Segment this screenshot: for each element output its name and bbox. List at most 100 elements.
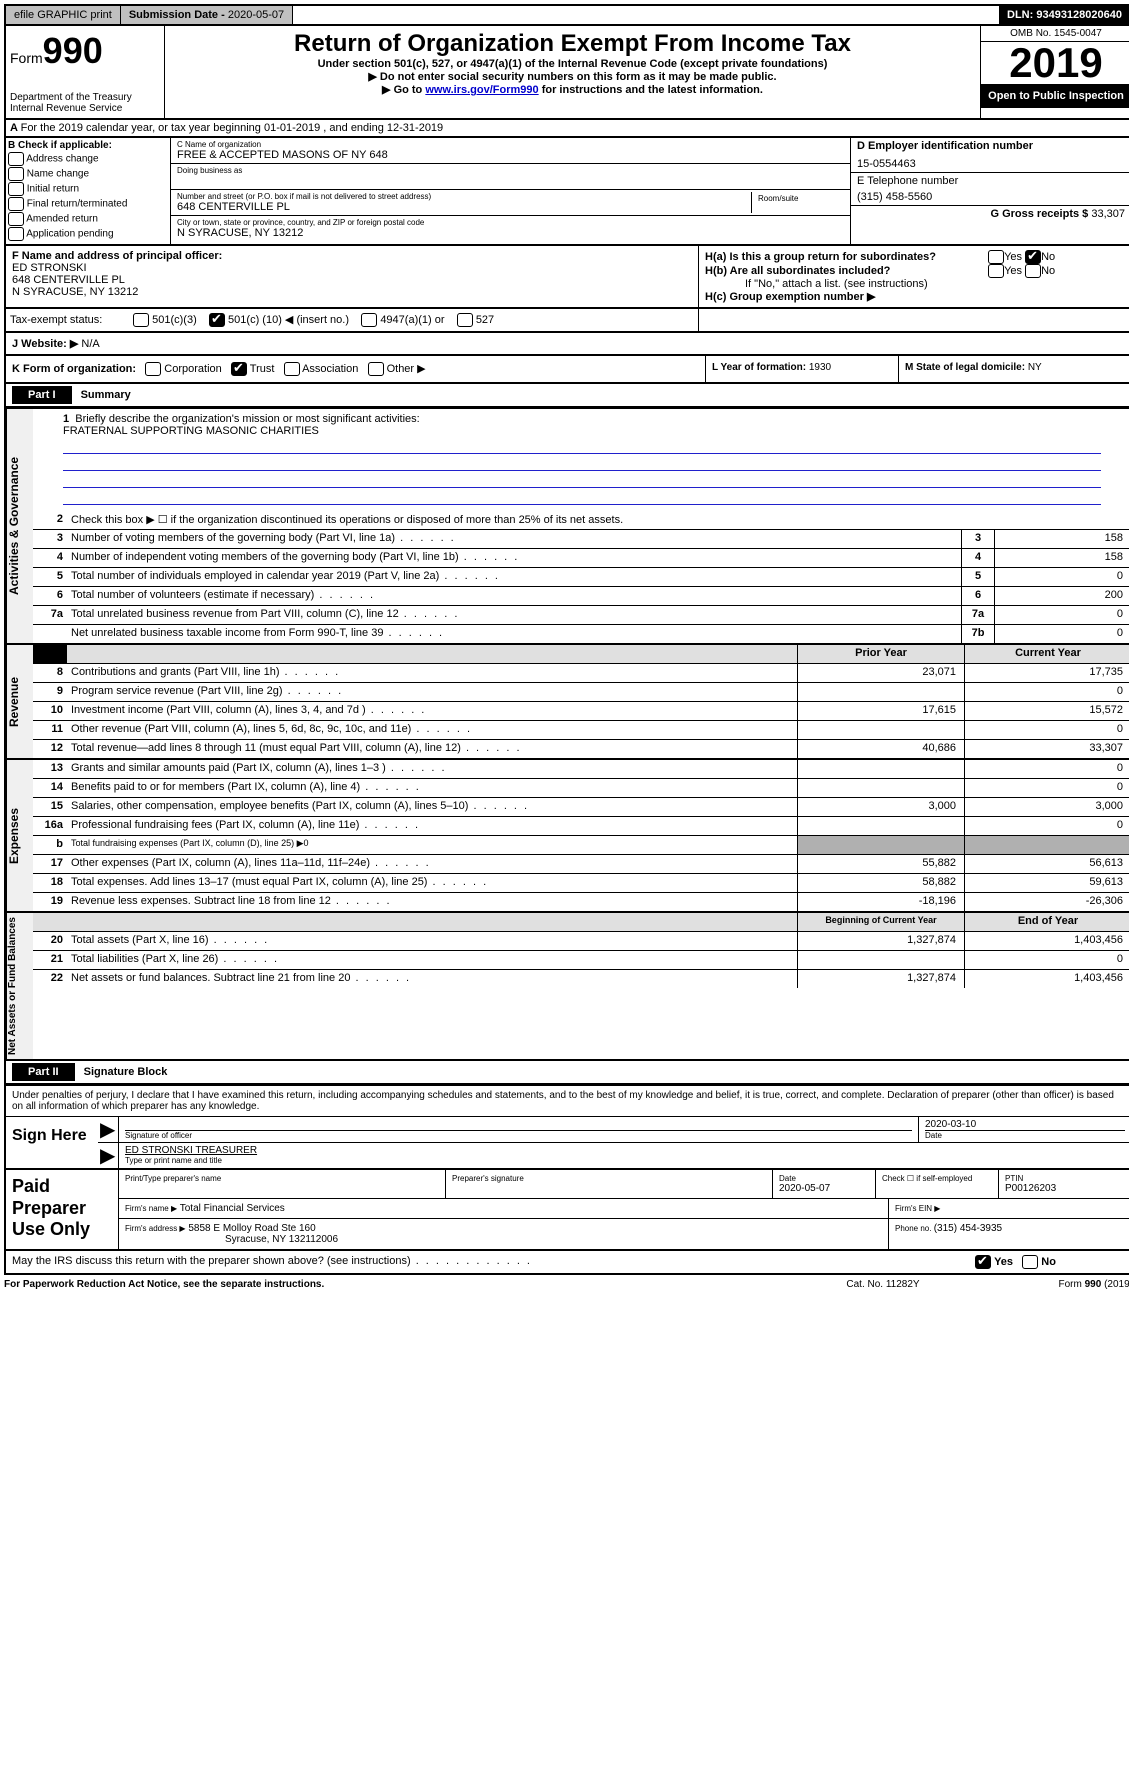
row-website: J Website: ▶ N/A (4, 333, 1129, 356)
discuss-yes-checkbox[interactable] (975, 1255, 991, 1269)
chk-527[interactable] (457, 313, 473, 327)
page-footer: For Paperwork Reduction Act Notice, see … (4, 1275, 1129, 1294)
table-row: 12 Total revenue—add lines 8 through 11 … (33, 740, 1129, 758)
hb-no-checkbox[interactable] (1025, 264, 1041, 278)
addr-label: Number and street (or P.O. box if mail i… (177, 192, 751, 201)
row-current: 3,000 (964, 798, 1129, 816)
table-row: 21 Total liabilities (Part X, line 26) 0 (33, 951, 1129, 970)
row-current: 0 (964, 817, 1129, 835)
row-numcol: 4 (961, 549, 994, 567)
chk-initial-return[interactable]: Initial return (8, 182, 168, 196)
table-row: 19 Revenue less expenses. Subtract line … (33, 893, 1129, 911)
row-desc: Total liabilities (Part X, line 26) (67, 951, 797, 969)
discuss-no: No (1041, 1256, 1056, 1268)
officer-name-field: ED STRONSKI TREASURER Type or print name… (118, 1143, 1129, 1168)
hb-yes: Yes (1004, 265, 1022, 277)
org-name: FREE & ACCEPTED MASONS OF NY 648 (177, 149, 844, 161)
ha-yes: Yes (1004, 251, 1022, 263)
hb-yes-checkbox[interactable] (988, 264, 1004, 278)
section-a-taxyear: A For the 2019 calendar year, or tax yea… (4, 120, 1129, 138)
row-tax-status: Tax-exempt status: 501(c)(3) 501(c) (10)… (4, 309, 1129, 333)
chk-trust[interactable] (231, 362, 247, 376)
instruction-line-1: ▶ Do not enter social security numbers o… (169, 70, 976, 83)
chk-501c[interactable] (209, 313, 225, 327)
sign-here-label: Sign Here (6, 1116, 98, 1168)
form-header: Form990 Department of the Treasury Inter… (4, 26, 1129, 120)
section-f-officer: F Name and address of principal officer:… (6, 246, 698, 307)
city-label: City or town, state or province, country… (177, 218, 844, 227)
chk-other[interactable] (368, 362, 384, 376)
h-b-label: H(b) Are all subordinates included? (705, 265, 985, 277)
ein-value: 15-0554463 (857, 158, 1125, 170)
chk-4947[interactable] (361, 313, 377, 327)
gross-value: 33,307 (1091, 208, 1125, 220)
chk-assoc[interactable] (284, 362, 300, 376)
chk-501c3[interactable] (133, 313, 149, 327)
hdr-begin: Beginning of Current Year (797, 913, 964, 931)
signature-section: Under penalties of perjury, I declare th… (4, 1086, 1129, 1170)
chk-application-pending[interactable]: Application pending (8, 227, 168, 241)
hb-no: No (1041, 265, 1055, 277)
chk-final-return[interactable]: Final return/terminated (8, 197, 168, 211)
row-numcol: 7b (961, 625, 994, 643)
row-current: 0 (964, 779, 1129, 797)
firm-phone-label: Phone no. (895, 1224, 934, 1233)
sig-date-value: 2020-03-10 (925, 1119, 1125, 1130)
paid-preparer-label: Paid Preparer Use Only (6, 1170, 118, 1249)
row-desc: Total assets (Part X, line 16) (67, 932, 797, 950)
form-title: Return of Organization Exempt From Incom… (169, 30, 976, 58)
officer-label: F Name and address of principal officer: (12, 250, 222, 262)
section-h-group: H(a) Is this a group return for subordin… (698, 246, 1129, 307)
opt-trust: Trust (250, 363, 275, 375)
row-prior: 1,327,874 (797, 970, 964, 988)
chk-name-change[interactable]: Name change (8, 167, 168, 181)
l1-label: Briefly describe the organization's miss… (75, 413, 419, 425)
row-prior (797, 779, 964, 797)
org-name-label: C Name of organization (177, 140, 844, 149)
prep-name-label: Print/Type preparer's name (125, 1174, 439, 1183)
table-row: 5 Total number of individuals employed i… (33, 568, 1129, 587)
ha-no-checkbox[interactable] (1025, 250, 1041, 264)
sig-arrow-icon-2: ▶ (98, 1143, 118, 1168)
row-desc: Total revenue—add lines 8 through 11 (mu… (67, 740, 797, 758)
row-desc: Total number of volunteers (estimate if … (67, 587, 961, 605)
row-desc: Program service revenue (Part VIII, line… (67, 683, 797, 701)
row-desc: Salaries, other compensation, employee b… (67, 798, 797, 816)
block-identity: B Check if applicable: Address change Na… (4, 138, 1129, 246)
row-officer-group: F Name and address of principal officer:… (4, 246, 1129, 309)
sig-date-field: 2020-03-10 Date (918, 1117, 1129, 1142)
firm-name-label: Firm's name ▶ (125, 1204, 177, 1213)
efile-print-button[interactable]: efile GRAPHIC print (6, 6, 121, 24)
ha-yes-checkbox[interactable] (988, 250, 1004, 264)
row-current: 1,403,456 (964, 970, 1129, 988)
chk-corp[interactable] (145, 362, 161, 376)
row-desc: Other expenses (Part IX, column (A), lin… (67, 855, 797, 873)
row-desc: Grants and similar amounts paid (Part IX… (67, 760, 797, 778)
header-left: Form990 Department of the Treasury Inter… (6, 26, 165, 118)
row-current: 0 (964, 760, 1129, 778)
h-c-label: H(c) Group exemption number ▶ (705, 291, 875, 303)
discuss-no-checkbox[interactable] (1022, 1255, 1038, 1269)
table-row: 14 Benefits paid to or for members (Part… (33, 779, 1129, 798)
table-row: 17 Other expenses (Part IX, column (A), … (33, 855, 1129, 874)
website-label: J Website: ▶ (12, 338, 81, 350)
table-row: 16a Professional fundraising fees (Part … (33, 817, 1129, 836)
part2-title: Signature Block (84, 1066, 168, 1078)
officer-signature-field[interactable]: Signature of officer (118, 1117, 918, 1142)
row-prior (797, 836, 964, 854)
table-governance: Activities & Governance 1 Briefly descri… (4, 409, 1129, 645)
chk-address-change[interactable]: Address change (8, 152, 168, 166)
side-expenses: Expenses (6, 760, 33, 911)
room-label: Room/suite (752, 192, 844, 213)
form-990-number: 990 (43, 30, 103, 71)
irs-link[interactable]: www.irs.gov/Form990 (425, 84, 538, 96)
chk-amended-return[interactable]: Amended return (8, 212, 168, 226)
row-desc: Net unrelated business taxable income fr… (67, 625, 961, 643)
side-revenue: Revenue (6, 645, 33, 758)
row-desc: Revenue less expenses. Subtract line 18 … (67, 893, 797, 911)
table-row: 8 Contributions and grants (Part VIII, l… (33, 664, 1129, 683)
hdr-prior: Prior Year (797, 645, 964, 663)
row-desc: Total number of individuals employed in … (67, 568, 961, 586)
row-prior: 1,327,874 (797, 932, 964, 950)
table-row: 13 Grants and similar amounts paid (Part… (33, 760, 1129, 779)
